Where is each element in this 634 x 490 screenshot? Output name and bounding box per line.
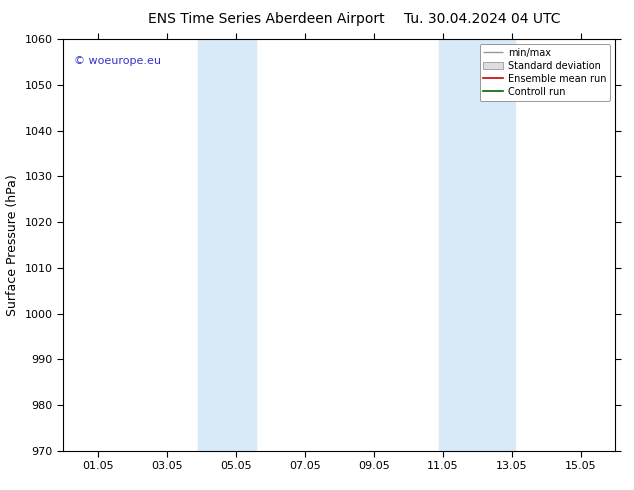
Text: © woeurope.eu: © woeurope.eu xyxy=(74,56,162,66)
Bar xyxy=(439,39,515,451)
Legend: min/max, Standard deviation, Ensemble mean run, Controll run: min/max, Standard deviation, Ensemble me… xyxy=(479,44,610,100)
Y-axis label: Surface Pressure (hPa): Surface Pressure (hPa) xyxy=(6,174,19,316)
Bar xyxy=(198,39,256,451)
Text: Tu. 30.04.2024 04 UTC: Tu. 30.04.2024 04 UTC xyxy=(404,12,560,26)
Text: ENS Time Series Aberdeen Airport: ENS Time Series Aberdeen Airport xyxy=(148,12,385,26)
